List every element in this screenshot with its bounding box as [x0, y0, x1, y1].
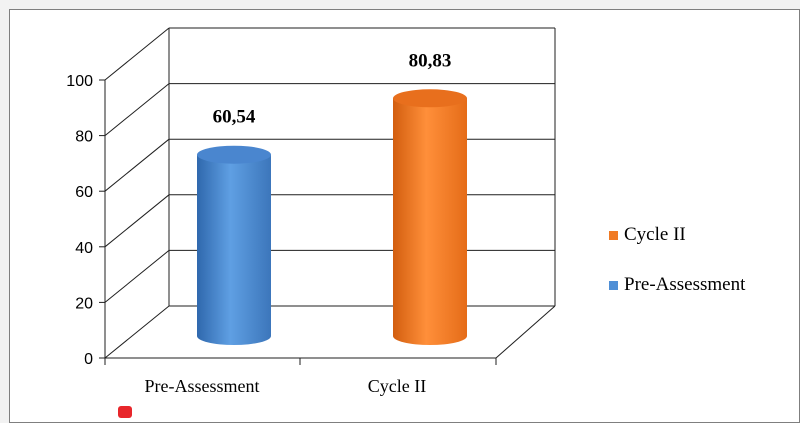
legend-item-cycle-ii: Cycle II [609, 224, 686, 246]
x-tick-label: Pre-Assessment [145, 376, 260, 396]
legend-swatch-cycle-ii [609, 230, 618, 240]
side-grid-line [104, 250, 170, 303]
floor-right-edge [495, 305, 556, 359]
y-tick-label: 40 [75, 240, 93, 257]
chart-canvas: 0 20 40 60 80 100 60,54 Pre-Assessment 80,83 Cycl… [66, 27, 556, 396]
side-grid-line [104, 138, 170, 192]
legend-swatch-pre-assessment [609, 280, 618, 290]
side-grid-line [104, 27, 170, 81]
legend-label-cycle-ii: Cycle II [624, 224, 686, 245]
legend-item-pre-assessment: Pre-Assessment [609, 274, 745, 296]
side-grid-line [104, 305, 170, 359]
legend-label-pre-assessment: Pre-Assessment [624, 274, 746, 295]
y-tick-label: 100 [66, 73, 93, 90]
bar-top [197, 145, 271, 164]
notification-badge [118, 406, 132, 418]
chart-labels: 0 20 40 60 80 100 60,54 Pre-Assessment 80,83 Cycl… [66, 50, 451, 396]
bar-body [393, 98, 467, 345]
chart-grid [99, 27, 556, 365]
y-tick-label: 0 [84, 351, 93, 368]
data-label: 80,83 [409, 50, 452, 71]
chart-frame: 0 20 40 60 80 100 60,54 Pre-Assessment 80,83 Cycl… [9, 9, 800, 423]
chart-bars [197, 89, 467, 345]
x-tick-label: Cycle II [368, 376, 426, 396]
y-tick-label: 20 [75, 295, 93, 312]
bar-top [393, 89, 467, 108]
side-grid-line [104, 194, 170, 248]
bar-cycle-ii [393, 89, 467, 345]
y-tick-label: 60 [75, 184, 93, 201]
y-tick-label: 80 [75, 129, 93, 146]
bar-pre-assessment [197, 145, 271, 345]
bar-body [197, 154, 271, 345]
side-grid-line [104, 83, 170, 136]
data-label: 60,54 [213, 107, 256, 128]
